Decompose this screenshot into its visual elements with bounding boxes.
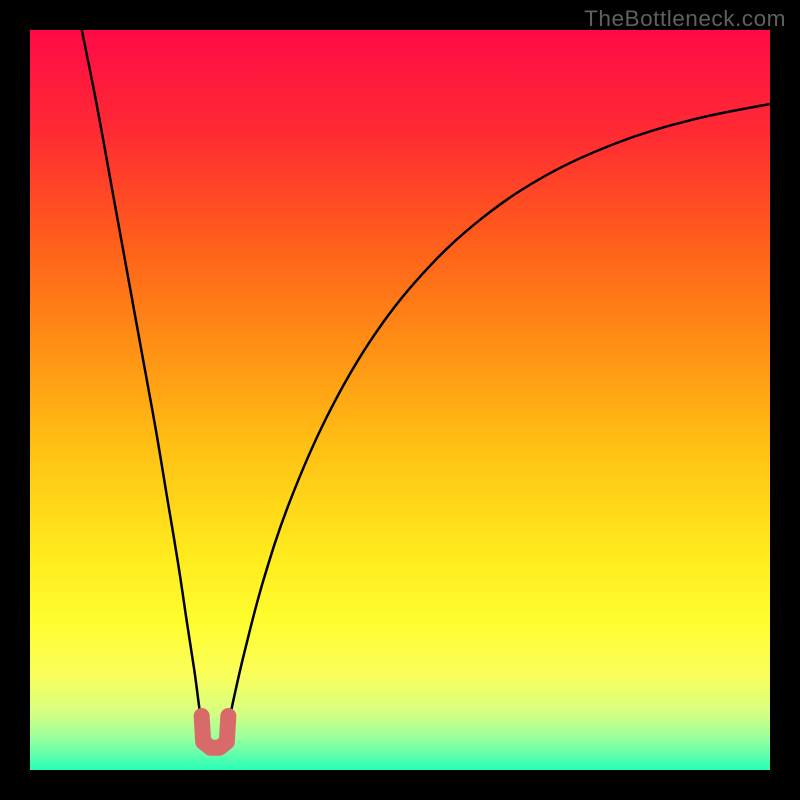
chart-container: TheBottleneck.com — [0, 0, 800, 800]
gradient-plot-area — [30, 30, 770, 770]
bottleneck-chart — [0, 0, 800, 800]
watermark-text: TheBottleneck.com — [584, 6, 786, 32]
